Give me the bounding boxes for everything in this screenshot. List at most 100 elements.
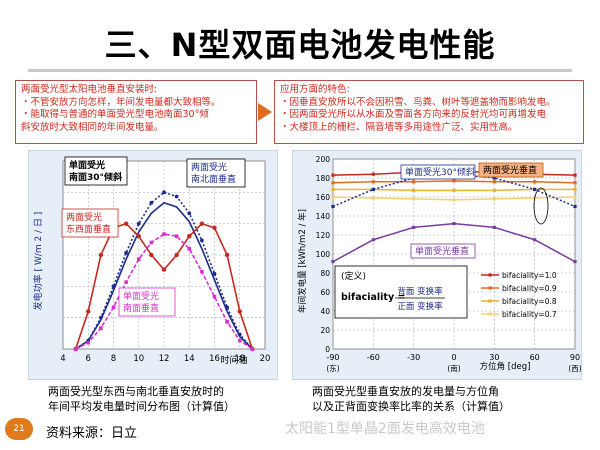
- y-tick-label: 140: [316, 212, 331, 221]
- x-tick-label: 20: [260, 354, 271, 364]
- data-point: [452, 188, 456, 192]
- svg-text:东西面垂直: 东西面垂直: [66, 223, 111, 235]
- data-point: [371, 187, 375, 191]
- legend-label: bifaciality=0.9: [502, 284, 557, 293]
- data-point: [573, 204, 577, 209]
- data-point: [187, 211, 192, 216]
- data-point: [124, 251, 129, 255]
- data-point: [492, 225, 496, 229]
- data-point: [187, 246, 192, 251]
- svg-text:背面 变换率: 背面 变换率: [397, 286, 443, 297]
- caption-line: 以及正背面变换率比率的关系（计算值）: [312, 400, 510, 413]
- data-point: [136, 234, 141, 239]
- data-point: [73, 347, 78, 351]
- svg-text:正面 变换率: 正面 变换率: [397, 301, 443, 312]
- data-point: [573, 195, 577, 199]
- legend-label: bifaciality=0.7: [502, 310, 557, 319]
- x-tick-label: 90: [570, 353, 580, 362]
- series-line: [75, 191, 253, 350]
- data-point: [492, 180, 496, 184]
- y-tick-label: 160: [316, 193, 331, 202]
- x-tick-label: 16: [209, 354, 220, 364]
- x-axis-label: 时间轴: [220, 354, 247, 366]
- data-point: [174, 234, 179, 238]
- source-credit: 资料来源：日立: [46, 426, 138, 441]
- data-point: [331, 195, 335, 199]
- data-point: [371, 180, 375, 184]
- svg-text:两面受光: 两面受光: [191, 161, 227, 173]
- svg-text:单面受光30°倾斜: 单面受光30°倾斜: [405, 166, 475, 178]
- data-point: [136, 257, 141, 261]
- data-point: [412, 197, 416, 201]
- application-features-line: ・因垂直安放所以不会因积雪、鸟粪、树叶等遮盖物而影响发电。: [280, 96, 556, 108]
- data-point: [124, 280, 128, 284]
- data-point: [123, 221, 129, 226]
- data-point: [225, 320, 229, 324]
- data-point: [331, 187, 335, 191]
- legend-marker: [488, 286, 492, 290]
- data-point: [86, 309, 91, 314]
- data-point: [212, 225, 217, 231]
- left-chart-caption: 两面受光型东西与南北垂直安放时的 年间平均发电量时间分布图（计算值）: [48, 384, 235, 414]
- data-point: [452, 198, 456, 202]
- data-point: [111, 305, 116, 310]
- data-point: [136, 221, 141, 226]
- data-point: [573, 187, 577, 191]
- legend-label: bifaciality=1.0: [502, 271, 557, 280]
- data-point: [250, 347, 255, 351]
- data-point: [452, 179, 456, 183]
- y-tick-label: 120: [316, 231, 331, 240]
- x-axis-label: 方位角 [deg]: [480, 361, 531, 372]
- application-features-heading: 应用方面的特色:: [280, 84, 350, 95]
- daily-power-chart-panel: 发电功率 [ W/m 2 / 日 ] 时间轴 4 6 8 10 12 14 16 18 20 单…: [28, 150, 278, 380]
- x-tick-label: 0: [451, 353, 456, 362]
- direction-label: (南): [447, 363, 460, 373]
- vertical-install-box: 两面受光型太阳电池垂直安装时: ・不管安放方向怎样，年间发电量都大致相等。 ・能…: [15, 80, 257, 144]
- x-tick-label: 14: [184, 354, 195, 364]
- svg-text:南面垂直: 南面垂直: [123, 302, 159, 314]
- data-point: [99, 326, 103, 330]
- data-point: [174, 194, 179, 199]
- y-tick-label: 20: [320, 326, 330, 335]
- x-tick-label: -60: [367, 353, 380, 362]
- data-point: [200, 269, 204, 274]
- watermark-text: 太阳能1型单晶2面发电高效电池: [285, 421, 485, 437]
- data-point: [237, 309, 242, 314]
- data-point: [174, 252, 179, 258]
- x-tick-label: 30: [489, 353, 499, 362]
- right-chart-caption: 两面受光型垂直安放的发电量与方位角 以及正背面变换率比率的关系（计算值）: [312, 384, 510, 414]
- annual-yield-chart-panel: 0 20 40 60 80 100 120 140 160 180 200 -90 -60 -30 0 30 6…: [292, 150, 582, 380]
- data-point: [533, 180, 537, 184]
- page-number-badge: 21: [5, 418, 33, 440]
- series-line: [75, 201, 253, 350]
- svg-text:(定义): (定义): [341, 270, 366, 282]
- y-tick-label: 0: [325, 345, 330, 354]
- svg-text:单面受光垂直: 单面受光垂直: [415, 245, 469, 257]
- caption-line: 两面受光型垂直安放的发电量与方位角: [312, 385, 499, 398]
- data-point: [199, 221, 205, 226]
- x-tick-label: 8: [111, 354, 116, 364]
- data-point: [161, 267, 167, 272]
- y-tick-label: 60: [320, 288, 330, 297]
- annotation-single-vertical: 单面受光垂直: [410, 243, 476, 259]
- caption-line: 两面受光型东西与南北垂直安放时的: [48, 385, 224, 398]
- arrow-icon: [258, 103, 272, 121]
- bifaciality-legend: bifaciality=1.0 bifaciality=0.9 bifacialit…: [481, 271, 557, 319]
- daily-power-chart: 发电功率 [ W/m 2 / 日 ] 时间轴 4 6 8 10 12 14 16 18 20 单…: [32, 156, 271, 366]
- y-axis-label: 发电功率 [ W/m 2 / 日 ]: [32, 212, 44, 311]
- direction-label: (西): [568, 364, 581, 373]
- legend-marker: [488, 299, 492, 303]
- annual-yield-chart: 0 20 40 60 80 100 120 140 160 180 200 -90 -60 -30 0 30 6…: [297, 155, 582, 373]
- y-tick-label: 200: [316, 155, 331, 164]
- svg-text:两面受光垂直: 两面受光垂直: [483, 164, 537, 176]
- svg-text:两面受光: 两面受光: [66, 211, 102, 223]
- data-point: [212, 271, 217, 276]
- svg-text:南北面垂直: 南北面垂直: [191, 173, 236, 185]
- legend-marker: [488, 273, 492, 277]
- legend-label: bifaciality=0.8: [502, 297, 557, 306]
- data-point: [533, 187, 537, 191]
- data-point: [199, 238, 204, 243]
- y-tick-label: 40: [320, 307, 330, 316]
- data-point: [187, 234, 192, 239]
